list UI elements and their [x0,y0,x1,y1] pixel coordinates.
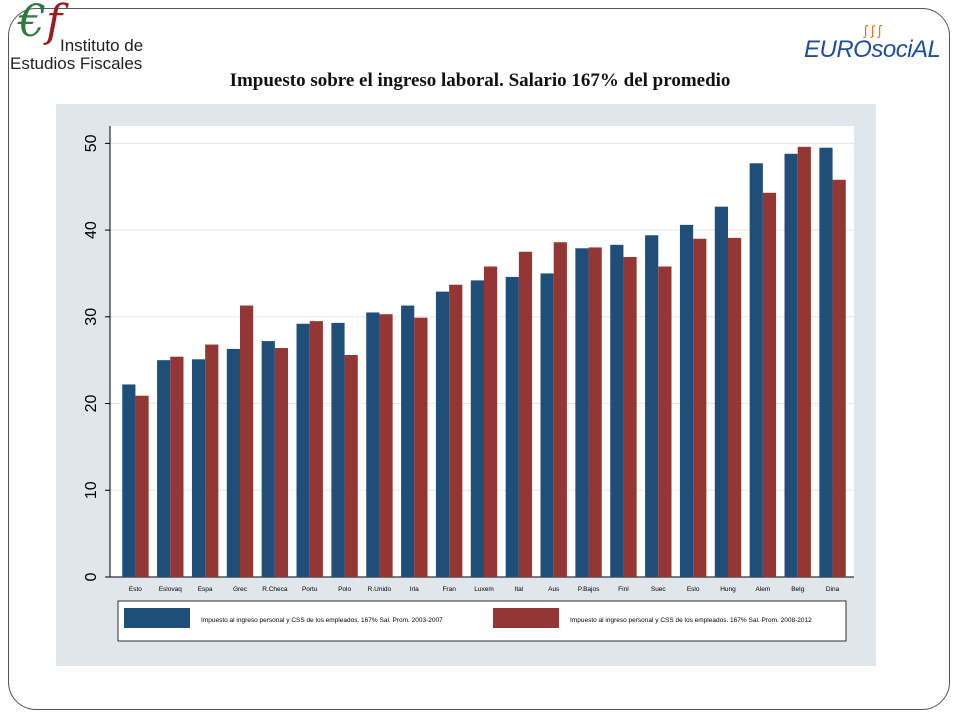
bar-Espa-series2 [205,344,219,577]
bar-Finl-series1 [610,244,624,577]
eurosocial-logo-marks: ʃ ʃ ʃ [864,22,882,38]
bar-Ital-series1 [505,276,519,577]
bar-Eslo-series2 [693,238,707,577]
x-tick-label: Eslo [687,586,700,593]
bar-chart: 0 10 20 30 40 50 Esto Eslovaq Espa Grec R.Checa Por… [83,126,854,642]
bar-Dina-series2 [832,179,846,577]
x-tick-label: Hung [720,586,736,593]
legend-box [117,600,847,642]
x-tick-label: Belg [791,586,804,593]
x-tick-label: Luxem [474,586,494,593]
x-tick-label: Alem [755,586,770,593]
bar-Fran-series1 [435,291,450,577]
y-tick-label: 0 [83,572,100,581]
y-tick-label: 20 [83,395,100,413]
bar-Luxem-series1 [470,280,484,577]
x-tick-label: Eslovaq [159,586,183,593]
y-tick-label: 50 [83,134,100,152]
bar-Esto-series2 [135,395,149,577]
bar-Hung-series2 [728,237,742,577]
bar-Esto-series1 [122,384,136,577]
x-tick-label: Grec [233,586,248,593]
x-tick-label: Finl [618,586,629,593]
bar-Fran-series2 [449,284,463,577]
x-tick-label: Aus [548,586,560,593]
bar-R.Checa-series1 [261,341,275,577]
x-tick-label: Ital [515,586,524,593]
x-tick-label: Irla [410,586,419,593]
bar-Aus-series2 [553,242,567,577]
bar-Polo-series1 [331,322,345,577]
bar-Eslovaq-series1 [157,360,171,577]
legend-label-series1: Impuesto al ingreso personal y CSS de lo… [201,617,443,624]
legend-swatch-series1 [124,608,190,628]
bar-P.Bajos-series2 [588,247,602,577]
bar-P.Bajos-series1 [575,248,589,577]
x-tick-label: Polo [338,586,351,593]
slide-frame [8,8,950,710]
bar-Suec-series2 [658,266,672,577]
bar-Grec-series1 [226,348,240,577]
bar-Grec-series2 [240,305,254,577]
bar-Hung-series1 [714,206,728,577]
bar-Espa-series1 [191,359,206,577]
x-tick-label: R.Checa [262,586,288,593]
ief-logo-line1: Instituto de [60,36,144,55]
x-tick-label: Esto [129,586,142,593]
chart-panel: 0 10 20 30 40 50 Esto Eslovaq Espa Grec R.Checa Por… [56,104,876,666]
bar-R.Unido-series1 [366,312,380,577]
y-tick-label: 30 [83,308,100,326]
bar-Portu-series1 [296,323,310,577]
ief-logo-line2: Estudios Fiscales [10,54,143,73]
x-tick-label: Suec [651,586,667,593]
bar-Dina-series1 [819,147,833,578]
x-tick-label: Fran [442,586,456,593]
bar-Finl-series2 [623,256,637,577]
ief-logo: €f Instituto de Estudios Fiscales [8,0,158,73]
chart-title: Impuesto sobre el ingreso laboral. Salar… [229,70,731,91]
x-tick-label: P.Bajos [578,586,600,593]
bar-Irla-series1 [401,305,415,577]
bar-Alem-series1 [749,163,763,577]
bar-R.Unido-series2 [379,314,393,577]
bar-Irla-series2 [414,317,428,577]
x-tick-label: R.Unido [368,586,392,593]
x-tick-label: Portu [302,586,318,593]
bar-Alem-series2 [762,192,777,577]
eurosocial-logo-text: EUROsociAL [804,36,941,63]
y-tick-label: 40 [83,221,100,239]
bar-Eslovaq-series2 [170,356,184,577]
bar-Belg-series1 [784,153,798,577]
bar-Polo-series2 [344,354,358,577]
bar-Belg-series2 [797,146,811,578]
bar-Ital-series2 [518,251,533,577]
legend-swatch-series2 [493,608,559,628]
x-tick-label: Espa [198,586,213,593]
legend-label-series2: Impuesto al ingreso personal y CSS de lo… [570,617,812,624]
bar-Luxem-series2 [484,266,498,577]
bar-Suec-series1 [645,235,659,577]
bar-Aus-series1 [540,273,554,577]
ief-logo-mark: €f [18,0,63,47]
x-tick-label: Dina [826,586,840,593]
bar-Portu-series2 [309,321,323,577]
y-tick-label: 10 [83,481,100,499]
bar-R.Checa-series2 [274,348,289,577]
bar-Eslo-series1 [679,224,694,577]
eurosocial-logo: ʃ ʃ ʃ EUROsociAL [804,22,941,68]
